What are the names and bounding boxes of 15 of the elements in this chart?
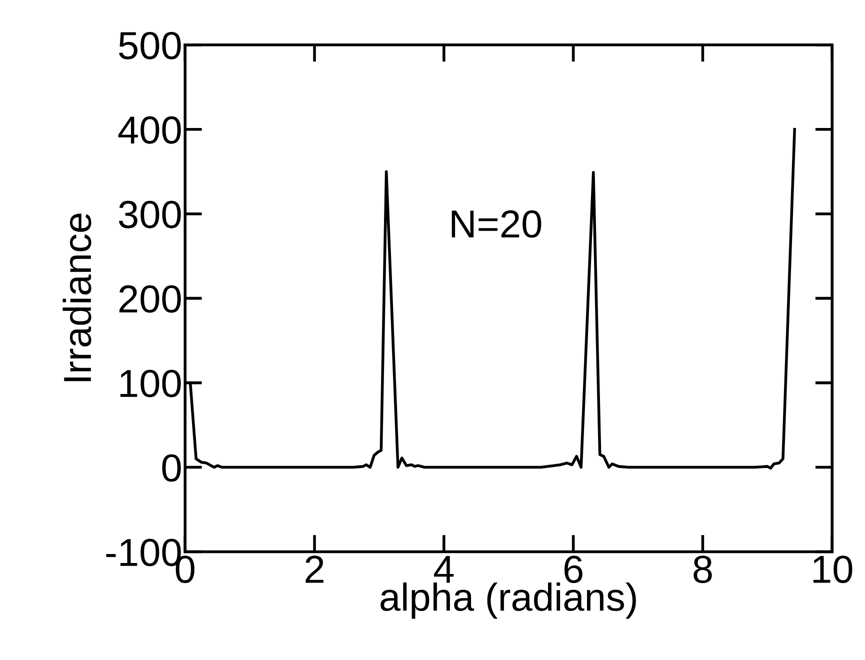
line-series	[188, 128, 796, 470]
x-tick-label: 2	[306, 556, 324, 583]
x-tick-label: 4	[434, 556, 454, 583]
y-tick-label: 100	[120, 370, 181, 398]
x-tick-label: 6	[564, 556, 582, 584]
y-tick-label: 300	[118, 200, 181, 228]
x-axis-title: alpha (radians)	[380, 582, 636, 619]
y-tick-label: 400	[118, 116, 181, 144]
x-tick-label: 10	[813, 556, 852, 584]
y-tick-label: 200	[119, 285, 181, 313]
y-axis-title: Irradiance	[62, 214, 92, 382]
y-tick-label: 500	[119, 32, 181, 60]
x-tick-label: 8	[694, 556, 712, 584]
y-tick-label: 0	[162, 454, 181, 482]
annotation: N=20	[452, 210, 542, 238]
